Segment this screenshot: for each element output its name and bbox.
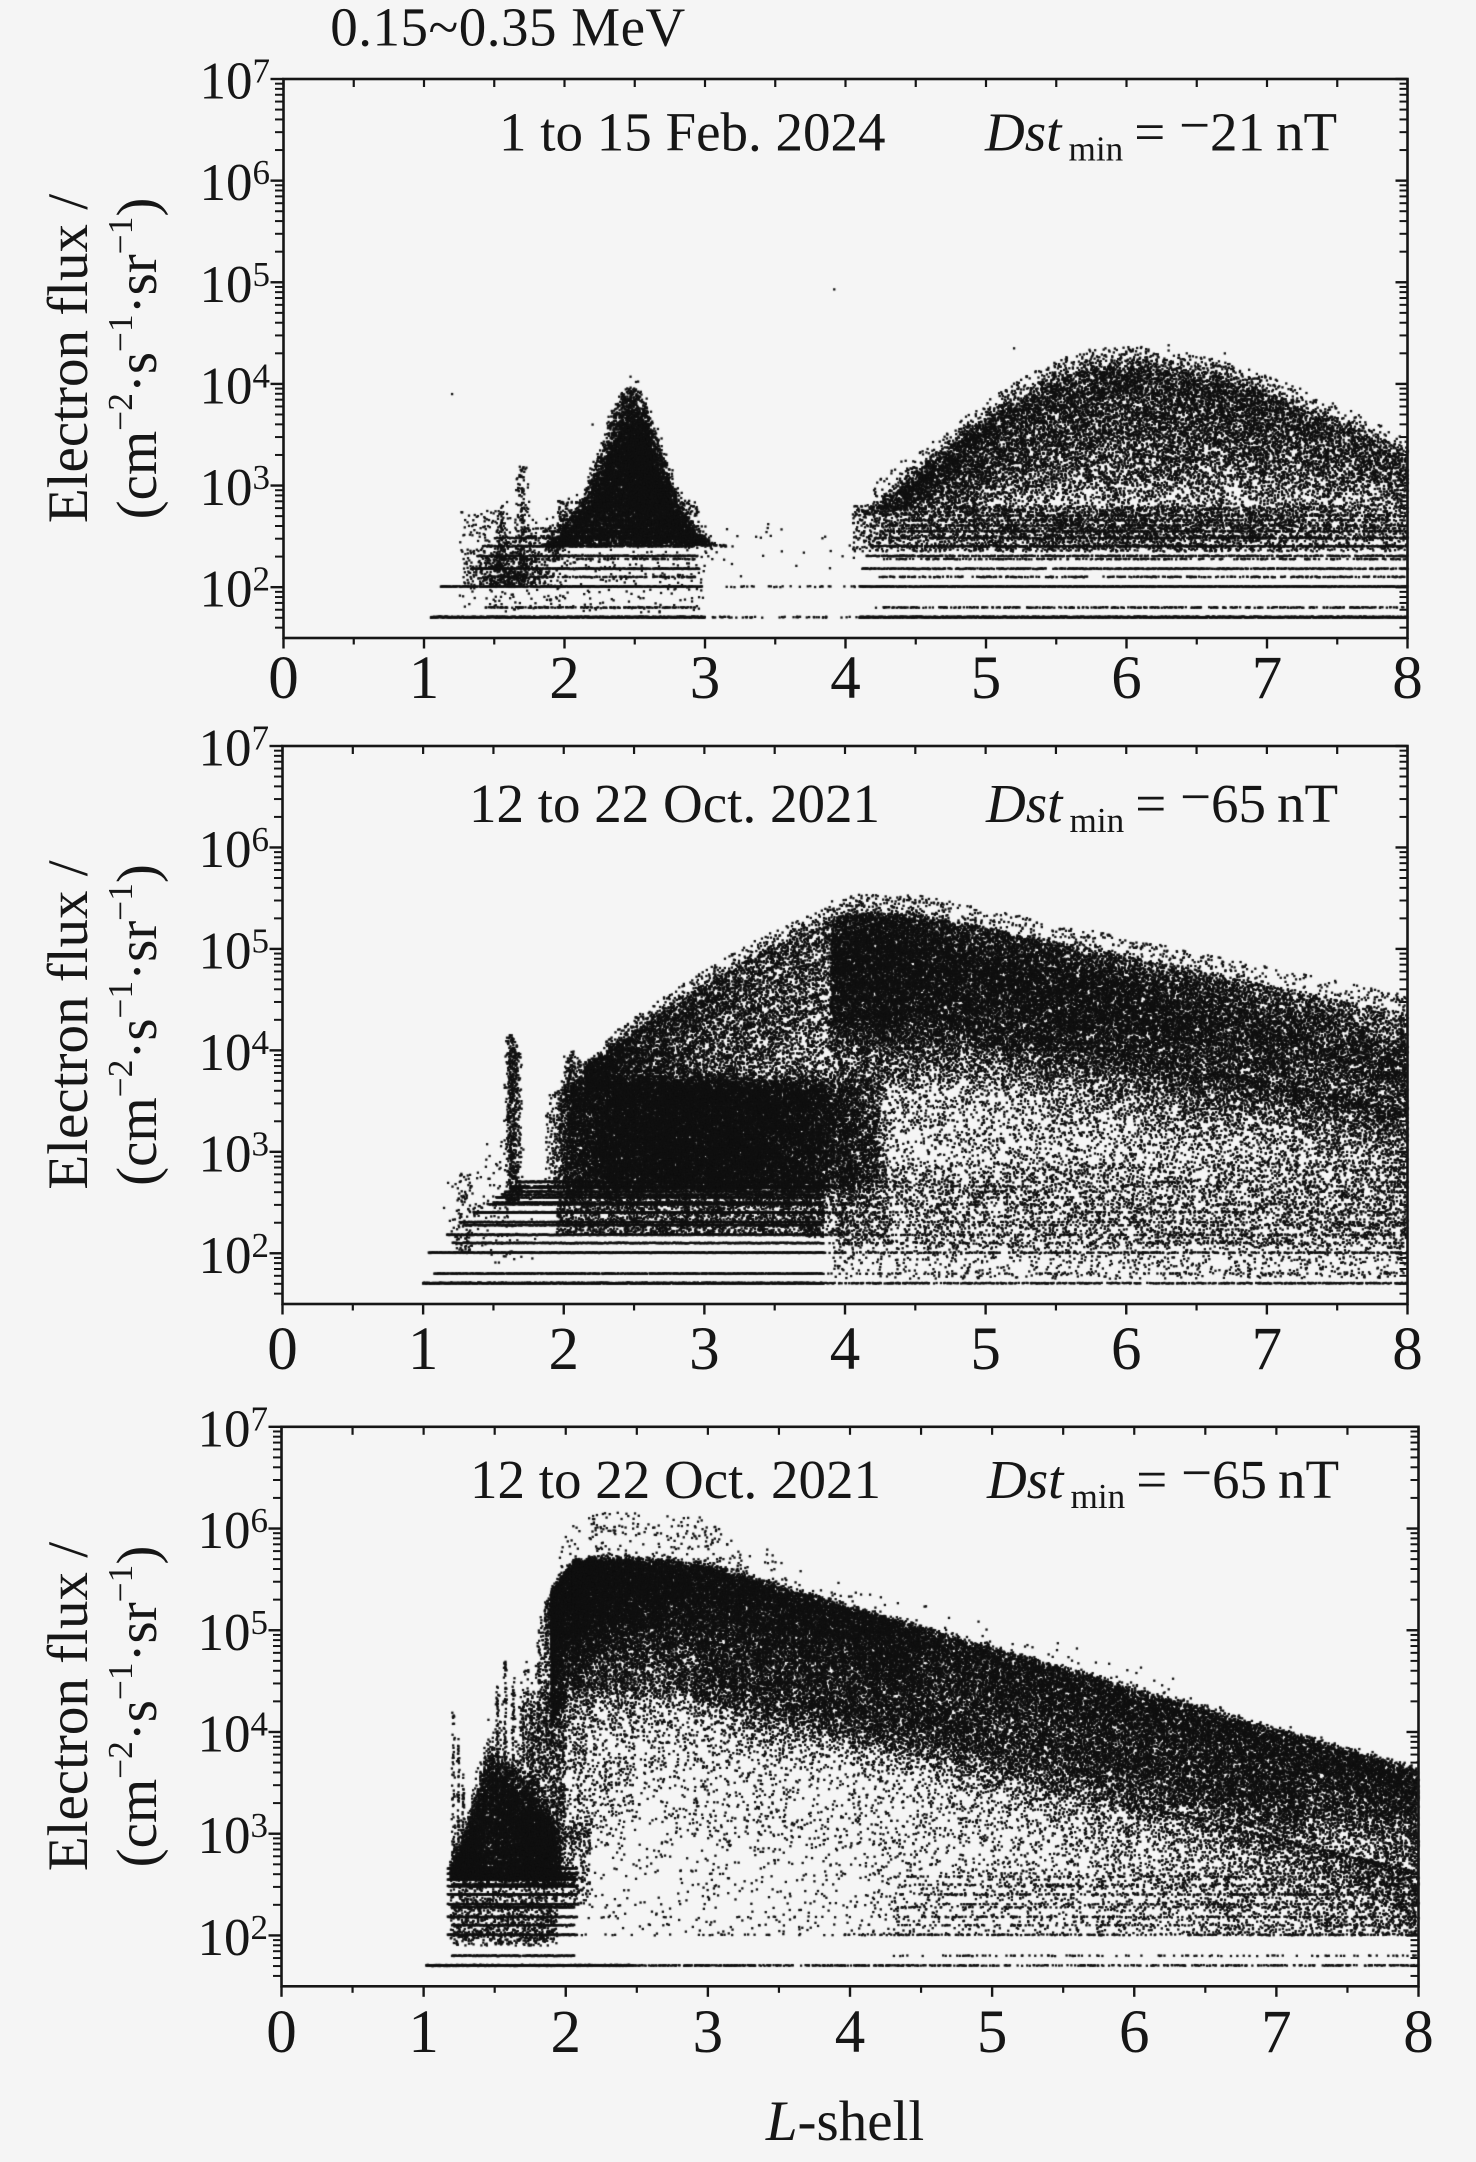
svg-text:6: 6 [1111, 645, 1142, 712]
svg-text:1: 1 [409, 645, 440, 712]
svg-text:0: 0 [266, 1999, 297, 2066]
svg-text:Dst min = −21 nT: Dst min = −21 nT [984, 95, 1337, 169]
svg-text:2: 2 [549, 645, 580, 712]
svg-text:102: 102 [198, 1908, 269, 1967]
svg-text:(cm−2·s−1·sr−1): (cm−2·s−1·sr−1) [101, 864, 169, 1186]
svg-text:107: 107 [199, 719, 270, 778]
svg-text:107: 107 [200, 52, 271, 111]
svg-text:12 to 22 Oct. 2021: 12 to 22 Oct. 2021 [470, 1449, 881, 1510]
svg-text:107: 107 [198, 1399, 269, 1458]
svg-text:106: 106 [198, 1501, 269, 1560]
svg-text:7: 7 [1252, 645, 1283, 712]
svg-text:103: 103 [199, 1124, 270, 1183]
svg-text:106: 106 [199, 820, 270, 879]
svg-text:7: 7 [1252, 1316, 1283, 1383]
svg-text:2: 2 [549, 1316, 580, 1383]
svg-text:106: 106 [200, 153, 271, 212]
svg-text:5: 5 [971, 645, 1002, 712]
svg-text:1: 1 [408, 1316, 439, 1383]
svg-text:Electron flux /: Electron flux / [37, 1542, 100, 1871]
svg-text:Dst min = −65 nT: Dst min = −65 nT [985, 766, 1338, 840]
svg-text:8: 8 [1392, 645, 1423, 712]
svg-text:0.15~0.35 MeV: 0.15~0.35 MeV [330, 0, 686, 58]
svg-text:102: 102 [199, 1226, 270, 1285]
svg-text:103: 103 [200, 458, 271, 517]
svg-text:5: 5 [970, 1316, 1001, 1383]
svg-text:6: 6 [1119, 1999, 1150, 2066]
svg-text:0: 0 [267, 1316, 298, 1383]
svg-text:8: 8 [1403, 1999, 1434, 2066]
svg-text:105: 105 [198, 1603, 269, 1662]
svg-text:8: 8 [1392, 1316, 1423, 1383]
svg-text:3: 3 [690, 645, 721, 712]
svg-text:1: 1 [408, 1999, 439, 2066]
svg-text:103: 103 [198, 1806, 269, 1865]
svg-text:2: 2 [551, 1999, 582, 2066]
svg-text:5: 5 [977, 1999, 1008, 2066]
svg-text:3: 3 [689, 1316, 720, 1383]
svg-text:1 to 15 Feb. 2024: 1 to 15 Feb. 2024 [499, 102, 886, 163]
svg-text:3: 3 [693, 1999, 724, 2066]
svg-text:Electron flux /: Electron flux / [37, 194, 100, 523]
svg-text:4: 4 [830, 645, 861, 712]
svg-text:(cm−2·s−1·sr−1): (cm−2·s−1·sr−1) [101, 198, 169, 520]
svg-text:Electron flux /: Electron flux / [37, 860, 100, 1189]
svg-text:0: 0 [268, 645, 299, 712]
svg-text:L-shell: L-shell [765, 2090, 924, 2153]
svg-text:7: 7 [1261, 1999, 1292, 2066]
svg-text:12 to 22 Oct. 2021: 12 to 22 Oct. 2021 [469, 773, 880, 834]
svg-text:104: 104 [198, 1704, 269, 1763]
svg-text:Dst min = −65 nT: Dst min = −65 nT [986, 1442, 1339, 1516]
svg-text:4: 4 [835, 1999, 866, 2066]
svg-text:104: 104 [200, 356, 271, 415]
svg-text:4: 4 [830, 1316, 861, 1383]
svg-text:105: 105 [199, 921, 270, 980]
svg-text:104: 104 [199, 1023, 270, 1082]
svg-text:105: 105 [200, 255, 271, 314]
svg-text:6: 6 [1111, 1316, 1142, 1383]
svg-text:(cm−2·s−1·sr−1): (cm−2·s−1·sr−1) [101, 1546, 169, 1868]
svg-text:102: 102 [200, 560, 271, 619]
